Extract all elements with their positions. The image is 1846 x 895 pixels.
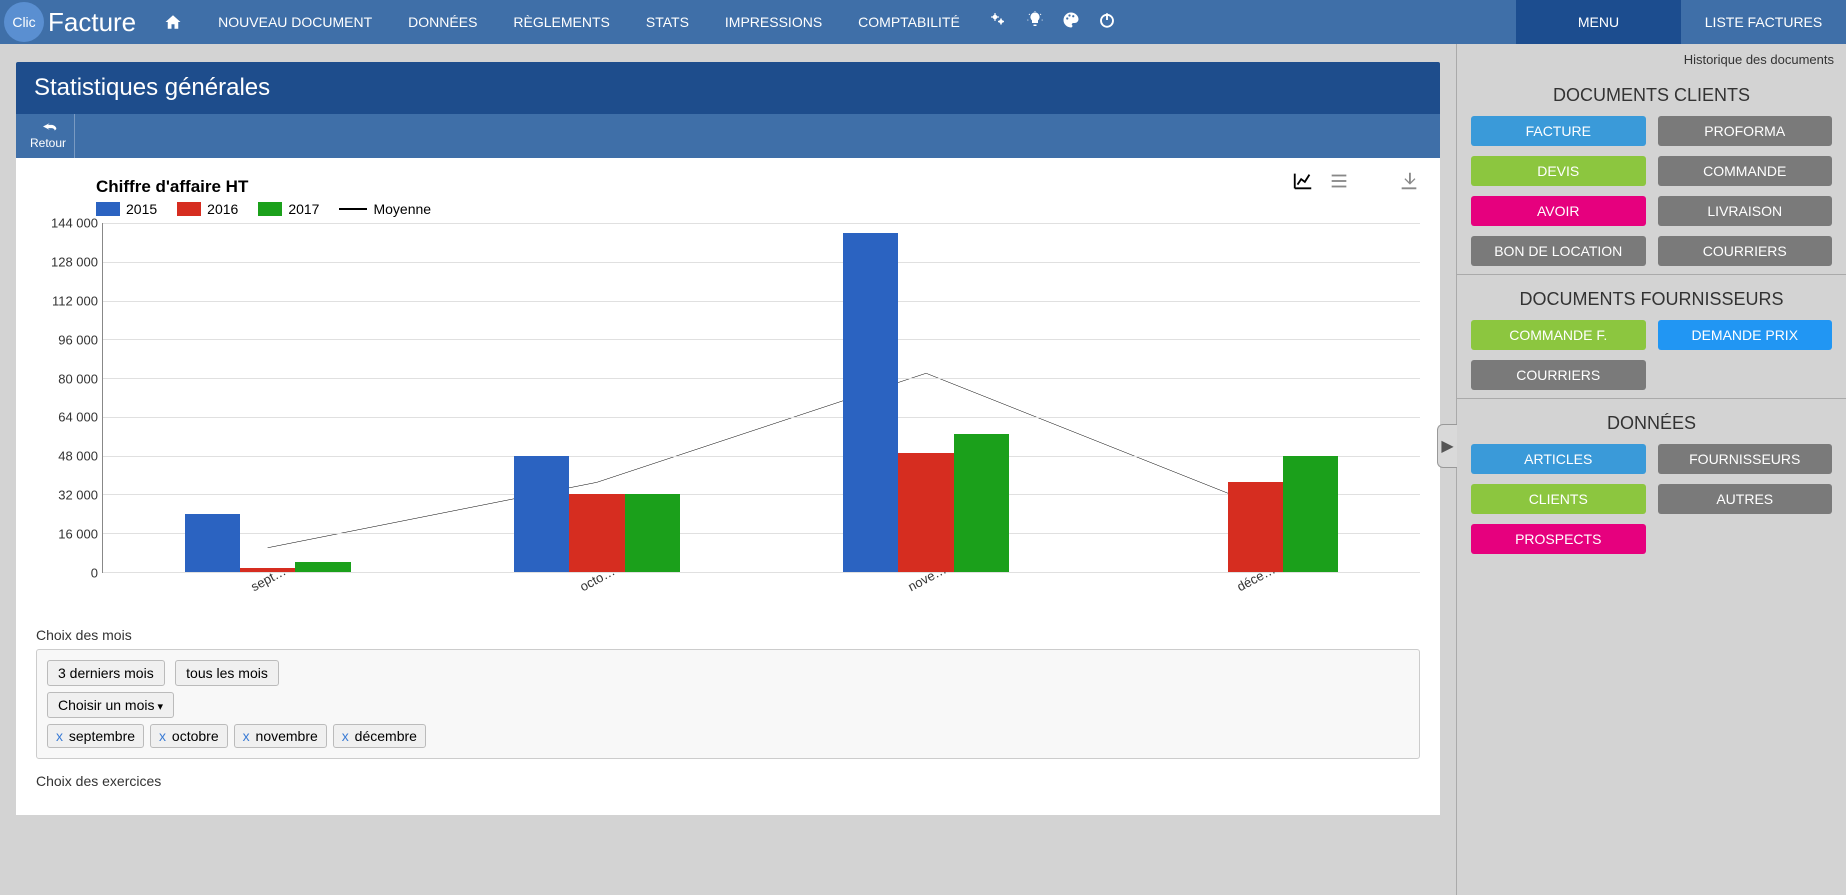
home-icon	[164, 13, 182, 31]
nav-items: NOUVEAU DOCUMENT DONNÉES RÈGLEMENTS STAT…	[200, 0, 978, 44]
side-btn-demande-prix[interactable]: DEMANDE PRIX	[1658, 320, 1833, 350]
page-title: Statistiques générales	[16, 62, 1440, 114]
power-icon[interactable]	[1098, 11, 1116, 34]
side-history-link[interactable]: Historique des documents	[1457, 44, 1846, 71]
side-btn-commande[interactable]: COMMANDE	[1658, 156, 1833, 186]
side-grid-clients: FACTURE PROFORMA DEVIS COMMANDE AVOIR LIVRAIS…	[1457, 116, 1846, 266]
chart-y-axis: 016 00032 00048 00064 00080 00096 000112…	[36, 223, 102, 573]
btn-last-3-months[interactable]: 3 derniers mois	[47, 660, 165, 686]
side-btn-articles[interactable]: ARTICLES	[1471, 444, 1646, 474]
brand-circle: Clic	[4, 2, 44, 42]
legend-2015[interactable]: 2015	[96, 201, 157, 217]
bar-2016-2[interactable]	[898, 453, 953, 572]
choose-month-dropdown[interactable]: Choisir un mois	[47, 692, 174, 718]
month-tag-octobre[interactable]: x octobre	[150, 724, 228, 748]
bar-2015-0[interactable]	[185, 514, 240, 572]
nav-donnees[interactable]: DONNÉES	[390, 0, 495, 44]
bar-2017-1[interactable]	[625, 494, 680, 572]
btn-all-months[interactable]: tous les mois	[175, 660, 279, 686]
side-btn-clients[interactable]: CLIENTS	[1471, 484, 1646, 514]
page-toolbar: Retour	[16, 114, 1440, 158]
back-button[interactable]: Retour	[22, 114, 75, 158]
nav-impressions[interactable]: IMPRESSIONS	[707, 0, 840, 44]
legend-2017[interactable]: 2017	[258, 201, 319, 217]
chart-type-icon[interactable]	[1292, 170, 1314, 197]
nav-comptabilite[interactable]: COMPTABILITÉ	[840, 0, 978, 44]
chart-plot	[102, 223, 1420, 573]
side-btn-courriers[interactable]: COURRIERS	[1658, 236, 1833, 266]
nav-stats[interactable]: STATS	[628, 0, 707, 44]
side-btn-prospects[interactable]: PROSPECTS	[1471, 524, 1646, 554]
side-btn-autres[interactable]: AUTRES	[1658, 484, 1833, 514]
month-tag-décembre[interactable]: x décembre	[333, 724, 426, 748]
side-btn-bon-de-location[interactable]: BON DE LOCATION	[1471, 236, 1646, 266]
bar-2015-1[interactable]	[514, 456, 569, 572]
side-btn-proforma[interactable]: PROFORMA	[1658, 116, 1833, 146]
month-tag-novembre[interactable]: x novembre	[234, 724, 327, 748]
y-tick: 32 000	[58, 488, 98, 503]
legend-2016[interactable]: 2016	[177, 201, 238, 217]
y-tick: 48 000	[58, 449, 98, 464]
y-tick: 112 000	[52, 293, 98, 308]
month-tag-septembre[interactable]: x septembre	[47, 724, 144, 748]
chart-x-axis: sept…octo…nove…déce…	[102, 573, 1420, 613]
y-tick: 128 000	[51, 254, 98, 269]
side-grid-donnees: ARTICLES FOURNISSEURS CLIENTS AUTRES PROSPEC…	[1457, 444, 1846, 554]
y-tick: 96 000	[58, 332, 98, 347]
side-sec-donnees: DONNÉES	[1457, 413, 1846, 434]
tab-menu[interactable]: MENU	[1516, 0, 1681, 44]
bar-2016-3[interactable]	[1228, 482, 1283, 572]
y-tick: 16 000	[58, 527, 98, 542]
bar-2016-1[interactable]	[569, 494, 624, 572]
nav-home[interactable]	[146, 0, 200, 44]
side-btn-devis[interactable]: DEVIS	[1471, 156, 1646, 186]
back-label: Retour	[30, 136, 66, 150]
y-tick: 0	[91, 566, 98, 581]
bar-2017-0[interactable]	[295, 562, 350, 572]
brand-logo[interactable]: Clic Facture	[0, 2, 146, 42]
chart-average-line	[103, 223, 1420, 572]
main-content: Statistiques générales Retour Chiffre d'…	[0, 44, 1456, 895]
chart-card: Chiffre d'affaire HT 2015 2016 2017 Moye…	[16, 158, 1440, 815]
legend-moyenne[interactable]: Moyenne	[339, 201, 431, 217]
nav-utility-icons	[988, 11, 1116, 34]
right-tabs: MENU LISTE FACTURES	[1516, 0, 1846, 44]
lightbulb-icon[interactable]	[1026, 11, 1044, 34]
nav-nouveau-document[interactable]: NOUVEAU DOCUMENT	[200, 0, 390, 44]
chart-legend: 2015 2016 2017 Moyenne	[96, 201, 1420, 217]
palette-icon[interactable]	[1062, 11, 1080, 34]
top-navbar: Clic Facture NOUVEAU DOCUMENT DONNÉES RÈ…	[0, 0, 1846, 44]
side-sec-clients: DOCUMENTS CLIENTS	[1457, 85, 1846, 106]
brand-text: Facture	[48, 7, 136, 38]
gears-icon[interactable]	[988, 11, 1008, 34]
side-btn-commande-f-[interactable]: COMMANDE F.	[1471, 320, 1646, 350]
side-btn-livraison[interactable]: LIVRAISON	[1658, 196, 1833, 226]
bar-2015-2[interactable]	[843, 233, 898, 572]
chart-download-icon[interactable]	[1398, 170, 1420, 197]
y-tick: 80 000	[58, 371, 98, 386]
months-box: 3 derniers mois tous les mois Choisir un…	[36, 649, 1420, 759]
side-btn-fournisseurs[interactable]: FOURNISSEURS	[1658, 444, 1833, 474]
selected-months: x septembrex octobrex novembrex décembre	[47, 724, 1409, 748]
side-btn-facture[interactable]: FACTURE	[1471, 116, 1646, 146]
chart-area: 0 16 000 32 000 48 000 64 000 80 000 96 000 112…	[36, 223, 1420, 613]
bar-2017-2[interactable]	[954, 434, 1009, 572]
side-collapse-button[interactable]: ▶	[1437, 424, 1457, 468]
side-sec-fournisseurs: DOCUMENTS FOURNISSEURS	[1457, 289, 1846, 310]
bar-2017-3[interactable]	[1283, 456, 1338, 572]
exercises-label: Choix des exercices	[36, 773, 1420, 789]
side-panel: ▶ Historique des documents DOCUMENTS CLI…	[1456, 44, 1846, 895]
months-label: Choix des mois	[36, 627, 1420, 643]
y-tick: 64 000	[58, 410, 98, 425]
side-grid-fournisseurs: COMMANDE F. DEMANDE PRIX COURRIERS	[1457, 320, 1846, 390]
side-btn-courriers[interactable]: COURRIERS	[1471, 360, 1646, 390]
tab-liste-factures[interactable]: LISTE FACTURES	[1681, 0, 1846, 44]
chart-list-icon[interactable]	[1328, 170, 1350, 197]
nav-reglements[interactable]: RÈGLEMENTS	[495, 0, 627, 44]
back-arrow-icon	[38, 122, 58, 136]
y-tick: 144 000	[51, 216, 98, 231]
side-btn-avoir[interactable]: AVOIR	[1471, 196, 1646, 226]
